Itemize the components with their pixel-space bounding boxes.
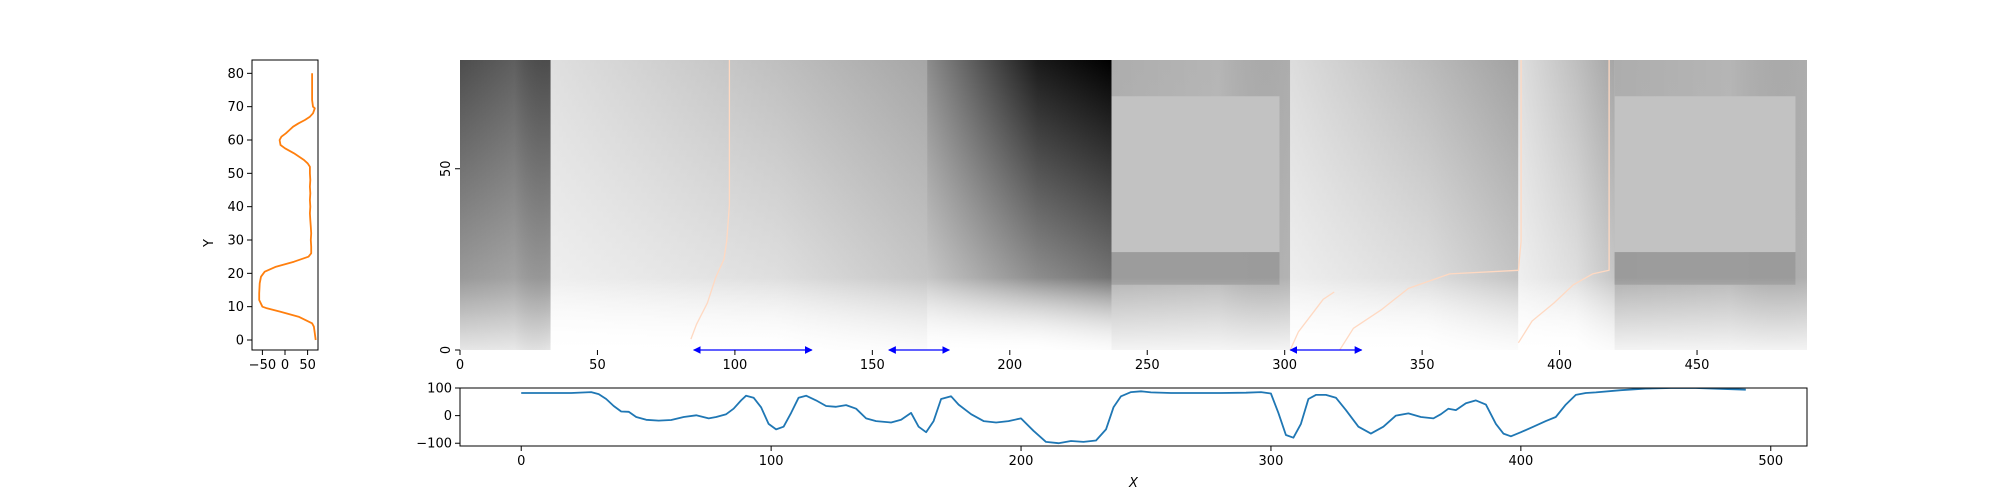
left-ytick-label: 70	[227, 100, 244, 115]
heatmap-trace-line	[1517, 60, 1610, 344]
left-profile-plot: −50 0 50 0 10 20 30 40 50 60 70 80 Y	[202, 59, 319, 373]
bottom-xtick-label: 100	[759, 454, 784, 469]
main-heatmap-plot: 0 50 100 150 200 250 300 350 400 450 0 50	[439, 60, 1807, 373]
heatmap-inset	[1614, 96, 1796, 253]
main-xtick-label: 0	[456, 358, 464, 373]
heatmap-inset	[1111, 96, 1280, 253]
main-xtick-label: 300	[1272, 358, 1297, 373]
main-xtick-label: 150	[860, 358, 885, 373]
left-ytick-label: 10	[227, 300, 244, 315]
left-ytick-label: 20	[227, 267, 244, 282]
heatmap-image	[460, 60, 1807, 350]
bottom-series	[521, 388, 1746, 445]
left-ytick-label: 50	[227, 167, 244, 182]
left-xtick-label: 0	[281, 358, 289, 373]
left-profile-line	[258, 73, 317, 341]
bottom-xtick-label: 200	[1009, 454, 1034, 469]
main-xtick-label: 100	[722, 358, 747, 373]
main-xtick-label: 450	[1685, 358, 1710, 373]
bottom-xlabel: X	[1128, 476, 1139, 491]
bottom-xtick-label: 400	[1508, 454, 1533, 469]
main-ytick-label: 0	[439, 346, 454, 354]
left-ylabel: Y	[202, 239, 217, 248]
left-series	[258, 73, 317, 341]
heatmap-shading	[460, 60, 551, 350]
heatmap-trace-line	[690, 60, 731, 340]
main-xtick-label: 200	[997, 358, 1022, 373]
main-xtick-label: 250	[1135, 358, 1160, 373]
main-ytick-label: 50	[439, 160, 454, 177]
bottom-frame	[459, 387, 1808, 447]
main-xtick-label: 50	[589, 358, 606, 373]
bottom-xtick-label: 500	[1758, 454, 1783, 469]
bottom-ytick-label: −100	[416, 437, 452, 452]
heatmap-bottom-fade	[550, 277, 1807, 350]
left-xtick-label: 50	[299, 358, 316, 373]
heatmap-trace-line	[1339, 60, 1522, 350]
left-ytick-label: 40	[227, 200, 244, 215]
bottom-xtick-label: 300	[1259, 454, 1284, 469]
main-xtick-label: 350	[1410, 358, 1435, 373]
bottom-profile-line	[521, 388, 1746, 445]
bottom-xtick-label: 0	[517, 454, 525, 469]
heatmap-trace-line	[1289, 291, 1335, 350]
bottom-ytick-label: 0	[444, 409, 452, 424]
main-xtick-label: 400	[1547, 358, 1572, 373]
left-xtick-label: −50	[249, 358, 276, 373]
bottom-ytick-label: 100	[427, 382, 452, 397]
bottom-profile-plot: 0 100 200 300 400 500 −100 0 100 X	[416, 382, 1808, 491]
left-ytick-label: 0	[236, 334, 244, 349]
left-ytick-label: 80	[227, 67, 244, 82]
left-ytick-label: 30	[227, 234, 244, 249]
left-ytick-label: 60	[227, 134, 244, 149]
